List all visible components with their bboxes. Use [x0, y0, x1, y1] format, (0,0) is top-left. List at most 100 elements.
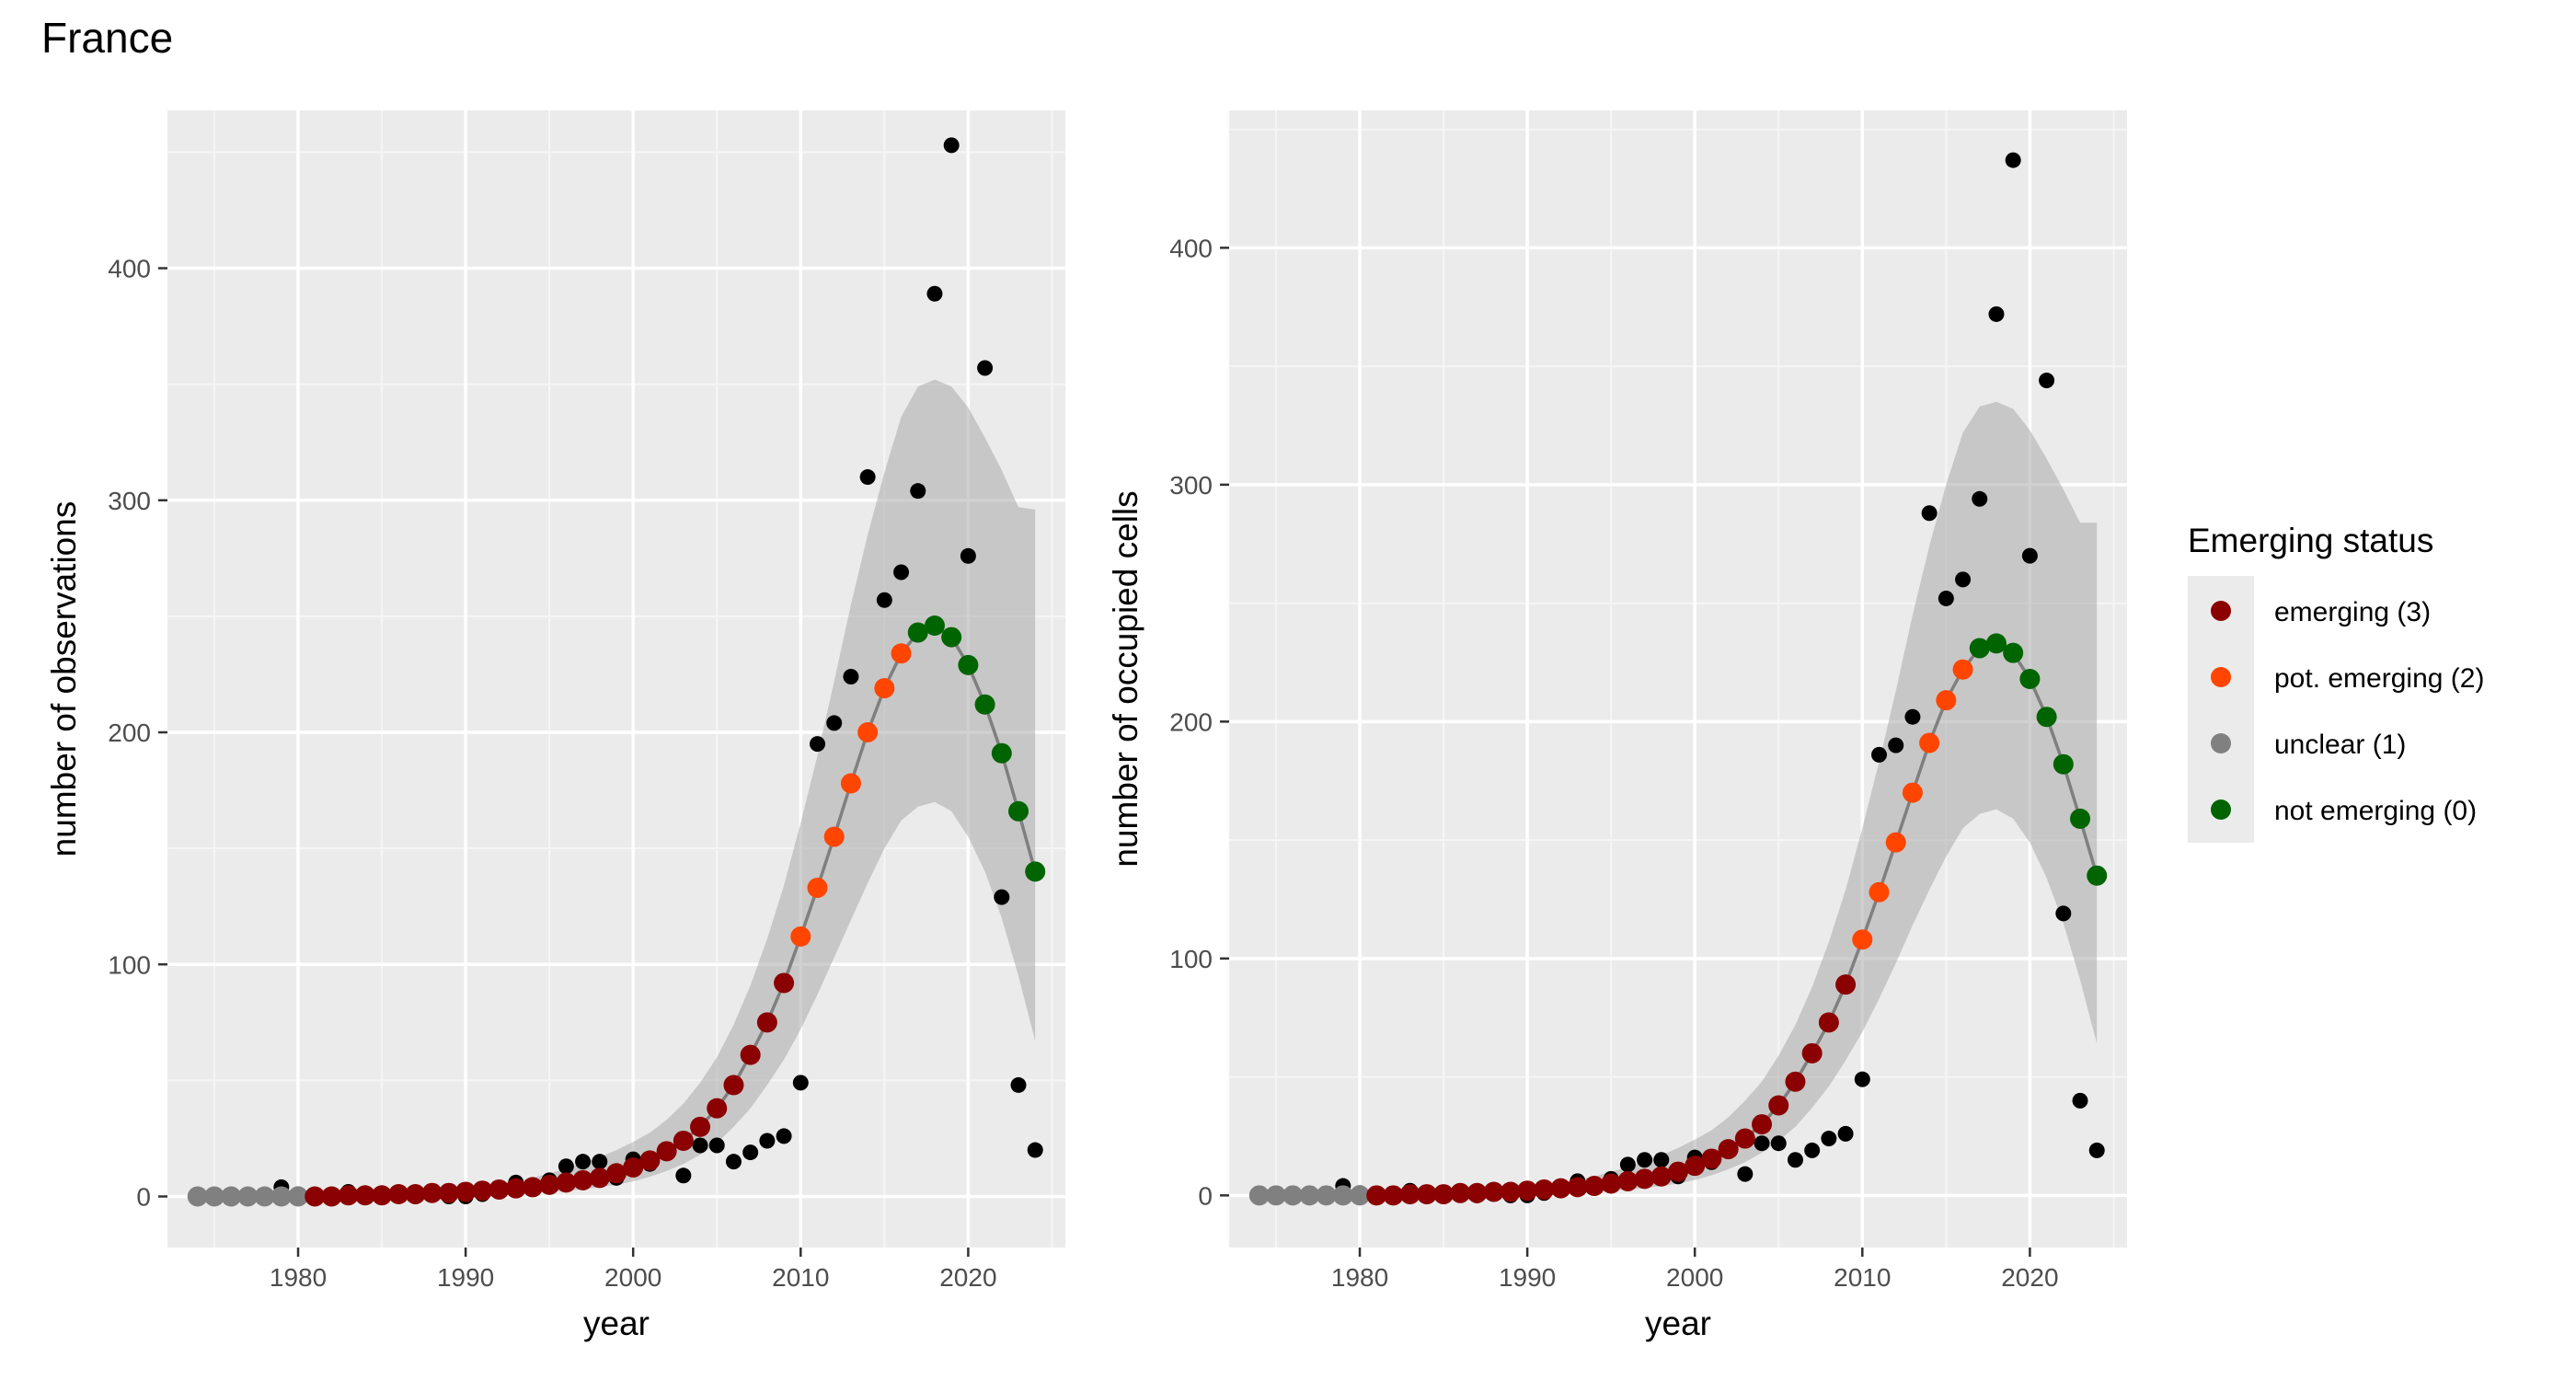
fitted-point: [1634, 1168, 1655, 1190]
confidence-band: [197, 379, 1036, 1197]
fitted-point: [2019, 669, 2041, 689]
x-tick-label: 2020: [939, 1263, 996, 1292]
observed-point: [1888, 737, 1904, 753]
occupied-cells-panel: 1980 1990 2000 2010 2020 0 100 200 300 400 year num…: [1107, 110, 2127, 1342]
observed-point: [977, 360, 994, 376]
fitted-point: [505, 1178, 526, 1199]
fitted-point: [354, 1185, 375, 1206]
fitted-point: [774, 972, 795, 994]
fitted-point: [203, 1186, 224, 1207]
fitted-point: [1650, 1166, 1672, 1187]
y-tick-label: 0: [1198, 1181, 1213, 1210]
fitted-point: [338, 1185, 359, 1206]
y-tick-label: 200: [1169, 707, 1213, 736]
fitted-point: [656, 1141, 677, 1162]
legend-label: pot. emerging (2): [2274, 663, 2484, 694]
fitted-point: [1852, 929, 1873, 950]
fitted-point: [1902, 782, 1923, 803]
observed-point: [742, 1144, 759, 1161]
fitted-point: [388, 1183, 409, 1204]
y-tick-label: 0: [136, 1183, 151, 1212]
observed-point: [1854, 1071, 1870, 1087]
observed-point: [926, 285, 943, 302]
fitted-point: [1835, 974, 1857, 995]
grid: [1229, 110, 2127, 1248]
observed-point: [2021, 547, 2038, 564]
fitted-point: [522, 1177, 543, 1198]
observed-point: [843, 668, 859, 684]
observed-point: [759, 1133, 776, 1149]
observed-point: [2005, 152, 2021, 168]
fitted-point: [1936, 690, 1957, 711]
observed-point: [1904, 708, 1921, 725]
fitted-point: [1617, 1170, 1639, 1191]
x-tick-label: 2010: [1834, 1263, 1891, 1292]
fitted-point: [740, 1044, 761, 1065]
observed-point: [675, 1167, 692, 1184]
fitted-point: [1265, 1185, 1286, 1206]
fitted-point: [807, 878, 828, 899]
fitted-point: [1466, 1182, 1488, 1203]
observed-point: [1921, 505, 1938, 522]
legend: Emerging status emerging (3) pot. emerging…: [2188, 522, 2484, 843]
fitted-point: [958, 654, 979, 675]
y-tick-label: 400: [1169, 234, 1213, 262]
observed-point: [1637, 1152, 1653, 1168]
fitted-point: [221, 1186, 242, 1207]
fitted-point: [1550, 1178, 1571, 1199]
observed-point: [893, 564, 910, 581]
observed-point: [792, 1075, 809, 1091]
fitted-point: [1801, 1042, 1823, 1064]
fitted-point: [1734, 1128, 1755, 1149]
fitted-point: [2036, 707, 2057, 728]
fitted-point: [1885, 832, 1906, 853]
fitted-point: [991, 742, 1012, 764]
observed-point: [2055, 905, 2072, 922]
fitted-point: [372, 1185, 393, 1206]
x-tick-label: 2020: [2001, 1263, 2058, 1292]
observed-point: [1938, 590, 1954, 606]
fitted-point: [756, 1012, 777, 1033]
legend-key: [2211, 601, 2231, 621]
observed-point: [1010, 1076, 1027, 1093]
fitted-point: [723, 1075, 744, 1096]
fitted-point: [907, 622, 928, 643]
observed-point: [994, 889, 1010, 905]
fitted-point: [1500, 1181, 1521, 1202]
fitted-point: [857, 722, 879, 743]
x-tick-label: 1990: [437, 1263, 494, 1292]
fitted-point: [589, 1167, 610, 1189]
fitted-point: [1718, 1139, 1739, 1160]
x-tick-label: 2000: [604, 1263, 661, 1292]
legend-key: [2211, 667, 2231, 687]
y-tick-label: 200: [108, 719, 151, 747]
y-axis-title: number of occupied cells: [1107, 490, 1144, 867]
fitted-point: [421, 1182, 443, 1203]
fitted-point: [1668, 1161, 1688, 1182]
observations-panel: 1980 1990 2000 2010 2020 0 100 200 300 400 year num…: [45, 110, 1065, 1342]
observed-point: [725, 1154, 742, 1170]
observed-point: [1619, 1156, 1636, 1173]
y-axis-title: number of observations: [45, 501, 83, 857]
fitted-point: [305, 1186, 326, 1207]
fitted-point: [254, 1186, 275, 1207]
fitted-point: [1299, 1185, 1320, 1206]
x-tick-label: 2010: [772, 1263, 829, 1292]
fitted-point: [606, 1163, 627, 1184]
observed-point: [1027, 1142, 1043, 1158]
fitted-point: [1416, 1184, 1437, 1205]
observed-point: [1754, 1135, 1770, 1152]
fitted-point: [489, 1179, 510, 1200]
fitted-point: [1350, 1185, 1371, 1206]
fitted-point: [623, 1156, 644, 1178]
observed-point: [1972, 490, 1988, 507]
fitted-point: [1282, 1185, 1304, 1206]
fitted-point: [1701, 1148, 1722, 1169]
observed-point: [2039, 373, 2055, 389]
x-tick-label: 2000: [1666, 1263, 1723, 1292]
legend-label: unclear (1): [2274, 730, 2406, 760]
fitted-point: [1433, 1184, 1455, 1205]
x-tick-label: 1980: [270, 1263, 327, 1292]
observed-point: [826, 715, 843, 731]
